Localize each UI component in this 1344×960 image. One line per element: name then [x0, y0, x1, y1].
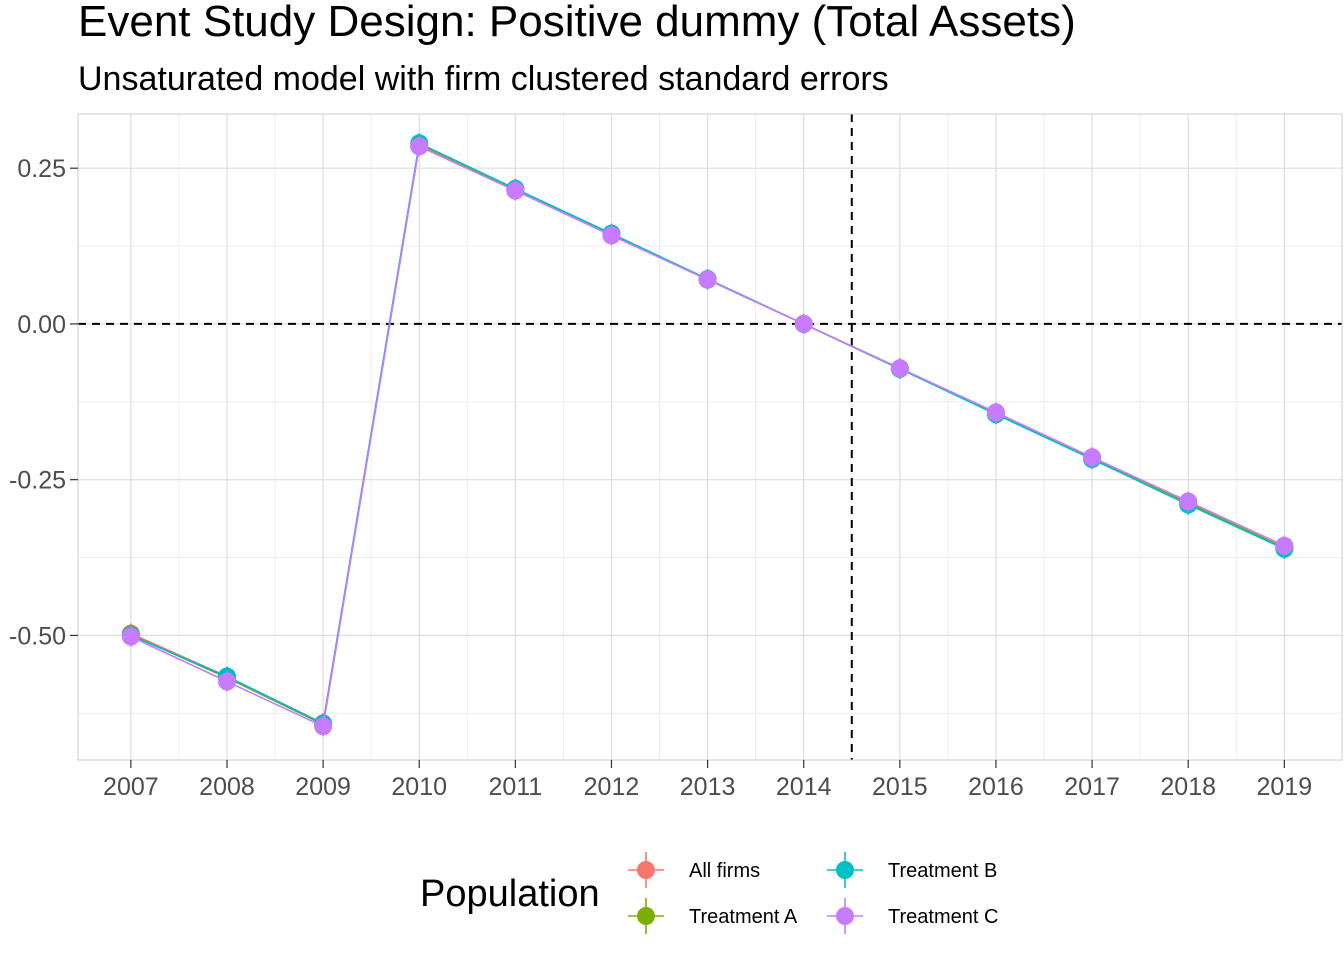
legend-label: Treatment C	[888, 906, 998, 928]
panel-border	[77, 113, 1343, 761]
x-tick-label: 2017	[1064, 773, 1120, 801]
legend-keys: All firms Treatment A Treatment B Treatment…	[628, 852, 998, 934]
x-axis: 2007 2008 2009 2010 2011 2012 2013 2014 2015 2016…	[103, 760, 1312, 801]
legend-item: Treatment A	[628, 898, 798, 934]
y-tick-label: -0.25	[9, 467, 66, 495]
series-layer	[121, 133, 1294, 737]
x-tick-label: 2016	[968, 773, 1024, 801]
legend: Population All firms Treatment A Treatment…	[420, 852, 998, 934]
legend-key-point	[836, 861, 854, 879]
y-axis: 0.25 0.00 -0.25 -0.50	[9, 155, 78, 650]
legend-label: All firms	[689, 860, 760, 882]
data-point	[1179, 492, 1198, 511]
legend-item: Treatment C	[827, 898, 998, 934]
legend-key-point	[637, 861, 655, 879]
data-point	[1275, 536, 1294, 555]
legend-key-point	[836, 907, 854, 925]
data-point	[794, 314, 813, 333]
grid-major	[78, 114, 1342, 760]
legend-key-point	[637, 907, 655, 925]
x-tick-label: 2014	[776, 773, 832, 801]
reference-lines	[78, 114, 1342, 760]
chart-subtitle: Unsaturated model with firm clustered st…	[78, 60, 889, 98]
x-tick-label: 2018	[1160, 773, 1216, 801]
legend-title: Population	[420, 873, 600, 915]
data-point	[314, 717, 333, 736]
data-point	[890, 359, 909, 378]
legend-label: Treatment A	[689, 906, 798, 928]
y-tick-label: 0.25	[17, 155, 66, 183]
data-point	[602, 226, 621, 245]
x-tick-label: 2009	[295, 773, 351, 801]
x-tick-label: 2015	[872, 773, 928, 801]
legend-item: All firms	[628, 852, 760, 888]
y-tick-label: 0.00	[17, 311, 66, 339]
x-tick-label: 2007	[103, 773, 159, 801]
data-point	[698, 270, 717, 289]
x-tick-label: 2008	[199, 773, 255, 801]
plot-panel	[77, 113, 1343, 761]
data-point	[506, 181, 525, 200]
series-treatment-c	[121, 136, 1294, 737]
data-point	[410, 137, 429, 156]
data-point	[1083, 448, 1102, 467]
chart-title: Event Study Design: Positive dummy (Tota…	[78, 0, 1076, 46]
x-tick-label: 2011	[488, 773, 542, 801]
legend-item: Treatment B	[827, 852, 997, 888]
x-tick-label: 2010	[391, 773, 447, 801]
data-point	[217, 672, 236, 691]
x-tick-label: 2013	[680, 773, 736, 801]
x-tick-label: 2012	[584, 773, 640, 801]
grid-minor	[78, 114, 1342, 760]
x-tick-label: 2019	[1257, 773, 1313, 801]
legend-label: Treatment B	[888, 860, 997, 882]
data-point	[121, 627, 140, 646]
data-point	[986, 403, 1005, 422]
y-tick-label: -0.50	[9, 622, 66, 650]
